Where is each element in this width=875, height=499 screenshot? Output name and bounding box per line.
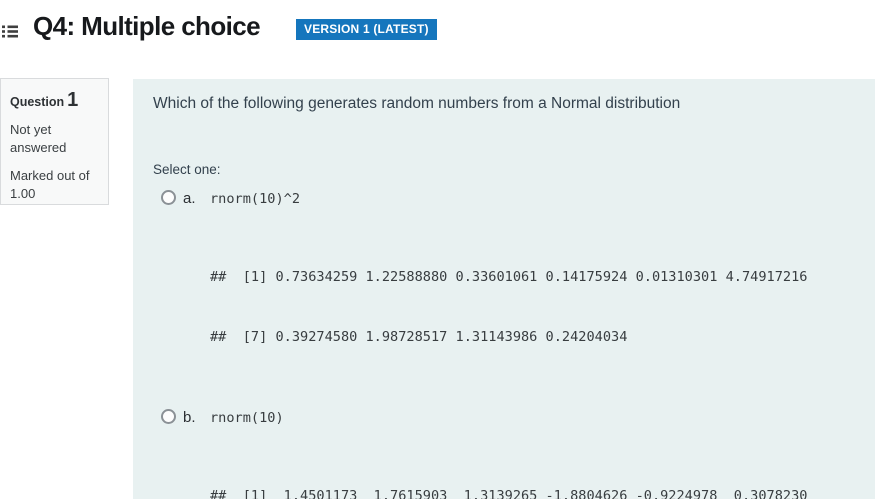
option-b-output-line-1: ## [1] 1.4501173 1.7615903 1.3139265 -1.…: [210, 488, 808, 499]
answer-option-a-head: a. rnorm(10)^2: [133, 189, 875, 210]
select-one-prompt: Select one:: [153, 162, 221, 177]
question-content: Which of the following generates random …: [133, 79, 875, 499]
question-info-panel: Question 1 Not yet answered Marked out of…: [0, 78, 109, 205]
answer-option-b: b. rnorm(10) ## [1] 1.4501173 1.7615903 …: [133, 408, 875, 499]
page-title: Q4: Multiple choice: [33, 11, 261, 41]
question-label: Question: [10, 95, 65, 109]
option-b-output: ## [1] 1.4501173 1.7615903 1.3139265 -1.…: [210, 446, 875, 499]
option-a-output-line-1: ## [1] 0.73634259 1.22588880 0.33601061 …: [210, 269, 808, 285]
page-header: Q4: Multiple choice VERSION 1 (LATEST): [0, 0, 875, 78]
option-a-output: ## [1] 0.73634259 1.22588880 0.33601061 …: [210, 227, 875, 387]
question-number-block: Question 1: [10, 89, 99, 112]
answer-option-a: a. rnorm(10)^2 ## [1] 0.73634259 1.22588…: [133, 189, 875, 387]
question-number: 1: [67, 89, 79, 111]
question-text: Which of the following generates random …: [153, 95, 681, 112]
option-a-output-line-2: ## [7] 0.39274580 1.98728517 1.31143986 …: [210, 329, 628, 345]
version-badge: VERSION 1 (LATEST): [296, 19, 437, 40]
question-status: Not yet answered: [10, 122, 67, 155]
question-grade: Marked out of 1.00: [10, 168, 90, 201]
option-a-letter: a.: [183, 190, 196, 207]
multiple-choice-list-icon: [2, 23, 18, 39]
radio-option-a[interactable]: [161, 190, 176, 205]
option-b-code: rnorm(10): [210, 410, 284, 426]
radio-option-b[interactable]: [161, 409, 176, 424]
answer-option-b-head: b. rnorm(10): [133, 408, 875, 429]
option-b-letter: b.: [183, 409, 196, 426]
option-a-code: rnorm(10)^2: [210, 191, 301, 207]
